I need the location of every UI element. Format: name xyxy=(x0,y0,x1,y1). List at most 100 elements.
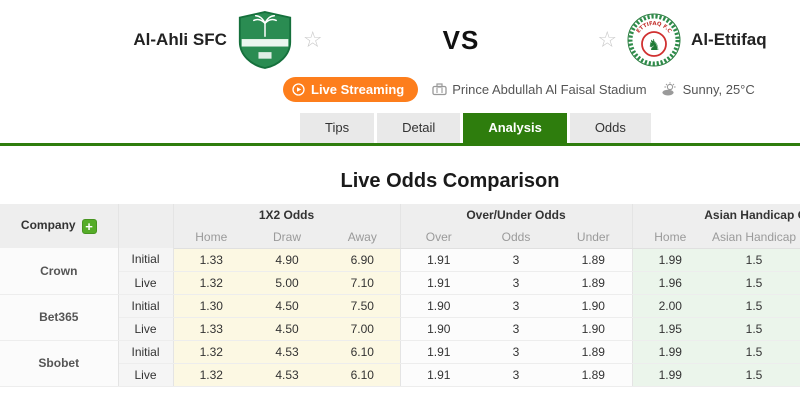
vs-label: VS xyxy=(442,24,480,55)
weather-info: Sunny, 25°C xyxy=(661,82,755,97)
group-header-1x2: 1X2 Odds xyxy=(173,204,401,226)
odds-value: 6.90 xyxy=(325,248,401,272)
page-title: Live Odds Comparison xyxy=(340,170,560,192)
odds-value: 1.90 xyxy=(400,294,478,318)
group-header-asian-handicap: Asian Handicap Odds xyxy=(632,204,800,226)
company-name: Crown xyxy=(0,248,119,295)
tab-tips[interactable]: Tips xyxy=(300,113,375,143)
odds-value: 1.91 xyxy=(400,340,478,364)
odds-value: 1.91 xyxy=(400,363,478,387)
tab-divider xyxy=(0,143,800,146)
odds-value: 4.53 xyxy=(249,340,325,364)
odds-value: 3 xyxy=(477,363,556,387)
odds-value: 1.89 xyxy=(555,248,633,272)
tab-odds[interactable]: Odds xyxy=(569,113,651,143)
tab-bar: Tips Detail Analysis Odds xyxy=(0,113,800,143)
odds-value: 6.10 xyxy=(325,363,401,387)
group-header-over-under: Over/Under Odds xyxy=(400,204,633,226)
odds-value: 4.50 xyxy=(249,294,325,318)
odds-value: 1.32 xyxy=(173,340,249,364)
odds-value: 1.33 xyxy=(173,317,249,341)
favorite-away-star-icon[interactable]: ☆ xyxy=(597,27,618,52)
horse-icon: ♞ xyxy=(647,37,660,54)
company-name: Sbobet xyxy=(0,340,119,387)
company-header-label: Company xyxy=(20,218,76,232)
odds-value: 1.5 xyxy=(708,317,800,341)
odds-value: 1.5 xyxy=(708,340,800,364)
odds-value: 1.5 xyxy=(708,271,800,295)
odds-value: 1.90 xyxy=(400,317,478,341)
play-icon xyxy=(292,82,305,96)
tab-analysis[interactable]: Analysis xyxy=(463,113,567,143)
odds-value: 1.33 xyxy=(173,248,249,272)
weather-text: Sunny, 25°C xyxy=(682,81,755,97)
odds-value: 1.99 xyxy=(632,340,709,364)
odds-row: Live 1.32 5.00 7.10 1.91 3 1.89 1.96 1.5 xyxy=(0,271,800,295)
odds-row: Sbobet Initial 1.32 4.53 6.10 1.91 3 1.89 1.99 1.… xyxy=(0,340,800,387)
row-type-label: Live xyxy=(118,317,174,341)
col-header-odds: Odds xyxy=(477,226,556,249)
odds-value: 1.5 xyxy=(708,363,800,387)
tab-detail[interactable]: Detail xyxy=(377,113,461,143)
odds-value: 7.10 xyxy=(325,271,401,295)
odds-value: 2.00 xyxy=(632,294,709,318)
col-header-under: Under xyxy=(555,226,633,249)
odds-value: 7.00 xyxy=(325,317,401,341)
odds-value: 1.32 xyxy=(173,271,249,295)
home-team-badge xyxy=(238,11,292,69)
odds-value: 4.53 xyxy=(249,363,325,387)
away-team-name: Al-Ettifaq xyxy=(691,30,767,49)
odds-value: 3 xyxy=(477,340,556,364)
odds-row: Bet365 Initial 1.30 4.50 7.50 1.90 3 1.90 2.00 1.… xyxy=(0,294,800,341)
odds-value: 1.91 xyxy=(400,271,478,295)
row-type-label: Initial xyxy=(118,340,174,364)
odds-value: 1.90 xyxy=(555,294,633,318)
odds-value: 5.00 xyxy=(249,271,325,295)
odds-value: 1.5 xyxy=(708,294,800,318)
home-team-name: Al-Ahli SFC xyxy=(133,30,227,49)
odds-comparison-table: Company + 1X2 Odds Over/Under Odds Asian … xyxy=(0,204,800,387)
row-type-label: Live xyxy=(118,363,174,387)
odds-row: Live 1.33 4.50 7.00 1.90 3 1.90 1.95 1.5 xyxy=(0,317,800,341)
odds-value: 1.89 xyxy=(555,363,633,387)
odds-value: 4.90 xyxy=(249,248,325,272)
match-info-row: Live Streaming Prince Abdullah Al Faisal… xyxy=(0,74,800,104)
row-type-label: Live xyxy=(118,271,174,295)
col-header-draw: Draw xyxy=(249,226,325,249)
row-type-column-header xyxy=(118,204,174,248)
odds-table-body: Crown Initial 1.33 4.90 6.90 1.91 3 1.89 1.99 1.5… xyxy=(0,248,800,387)
stadium-info: Prince Abdullah Al Faisal Stadium xyxy=(432,82,647,97)
odds-value: 1.5 xyxy=(708,248,800,272)
odds-value: 3 xyxy=(477,294,556,318)
odds-value: 1.30 xyxy=(173,294,249,318)
odds-value: 1.99 xyxy=(632,363,709,387)
away-team-badge: ETTIFAQ F.C ♞ xyxy=(627,13,681,67)
live-streaming-button[interactable]: Live Streaming xyxy=(283,76,419,102)
col-header-over: Over xyxy=(400,226,478,249)
odds-value: 7.50 xyxy=(325,294,401,318)
col-header-asian-handicap: Asian Handicap xyxy=(708,226,800,249)
odds-value: 1.32 xyxy=(173,363,249,387)
page: Al-Ahli SFC ☆ VS ☆ ETTIFAQ F.C ♞ xyxy=(0,0,800,387)
odds-row: Live 1.32 4.53 6.10 1.91 3 1.89 1.99 1.5 xyxy=(0,363,800,387)
odds-value: 1.96 xyxy=(632,271,709,295)
sunny-weather-icon xyxy=(661,82,676,96)
odds-value: 6.10 xyxy=(325,340,401,364)
odds-value: 3 xyxy=(477,248,556,272)
odds-value: 1.95 xyxy=(632,317,709,341)
favorite-home-star-icon[interactable]: ☆ xyxy=(302,27,323,52)
odds-row: Crown Initial 1.33 4.90 6.90 1.91 3 1.89 1.99 1.5 xyxy=(0,248,800,295)
odds-value: 1.91 xyxy=(400,248,478,272)
row-type-label: Initial xyxy=(118,248,174,272)
row-type-label: Initial xyxy=(118,294,174,318)
add-company-button[interactable]: + xyxy=(81,219,97,234)
company-name: Bet365 xyxy=(0,294,119,341)
match-header: Al-Ahli SFC ☆ VS ☆ ETTIFAQ F.C ♞ xyxy=(0,0,800,74)
odds-value: 1.90 xyxy=(555,317,633,341)
col-header-away: Away xyxy=(325,226,401,249)
col-header-ah-home: Home xyxy=(632,226,709,249)
company-column-header: Company + xyxy=(0,204,119,248)
odds-value: 3 xyxy=(477,317,556,341)
table-sub-header-row: Home Draw Away Over Odds Under Home Asia… xyxy=(0,226,800,249)
odds-value: 3 xyxy=(477,271,556,295)
